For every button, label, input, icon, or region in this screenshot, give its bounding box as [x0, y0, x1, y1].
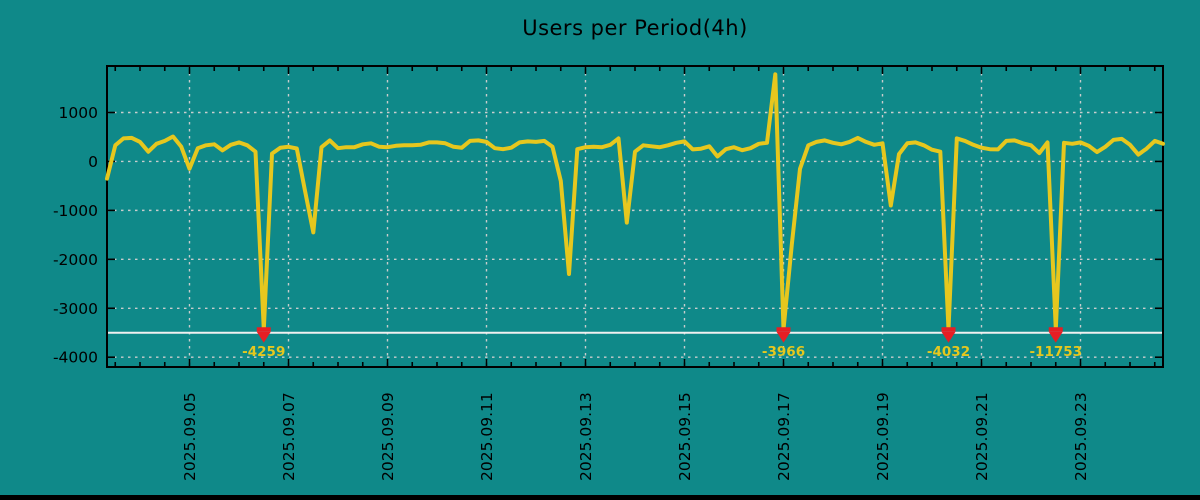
svg-text:1000: 1000 — [59, 104, 98, 122]
y-tick-labels: 1000 0 -1000 -2000 -3000 -4000 — [53, 104, 98, 367]
svg-text:2025.09.05: 2025.09.05 — [181, 392, 199, 481]
svg-text:2025.09.19: 2025.09.19 — [874, 392, 892, 481]
svg-text:2025.09.11: 2025.09.11 — [478, 392, 496, 481]
y-gridlines — [107, 111, 1163, 358]
dip-value-label: -11753 — [1029, 344, 1082, 360]
svg-text:2025.09.17: 2025.09.17 — [775, 392, 793, 481]
bottom-strip — [0, 495, 1200, 500]
dip-value-label: -4032 — [927, 344, 970, 360]
dip-arrow-icon — [941, 327, 956, 343]
x-tick-labels: 2025.09.05 2025.09.07 2025.09.09 2025.09.11… — [181, 392, 1090, 481]
svg-text:2025.09.15: 2025.09.15 — [676, 392, 694, 481]
chart-title: Users per Period(4h) — [522, 16, 748, 40]
dip-arrow-icon — [776, 327, 791, 343]
plot-border — [106, 65, 1164, 368]
x-gridlines — [188, 66, 1082, 367]
svg-text:-3000: -3000 — [53, 300, 98, 318]
series-line — [105, 72, 1165, 332]
svg-text:2025.09.07: 2025.09.07 — [280, 392, 298, 481]
svg-text:2025.09.23: 2025.09.23 — [1072, 392, 1090, 481]
svg-text:-1000: -1000 — [53, 202, 98, 220]
dip-value-label: -4259 — [242, 344, 285, 360]
dip-annotations: -4259 -3966 -4032 -11753 — [242, 327, 1082, 360]
svg-text:2025.09.09: 2025.09.09 — [379, 392, 397, 481]
svg-text:2025.09.21: 2025.09.21 — [973, 392, 991, 481]
svg-text:-4000: -4000 — [53, 349, 98, 367]
svg-text:0: 0 — [88, 153, 98, 171]
svg-text:2025.09.13: 2025.09.13 — [577, 392, 595, 481]
dip-arrow-icon — [1048, 327, 1063, 343]
svg-text:-2000: -2000 — [53, 251, 98, 269]
dip-value-label: -3966 — [762, 344, 805, 360]
dip-arrow-icon — [256, 327, 271, 343]
